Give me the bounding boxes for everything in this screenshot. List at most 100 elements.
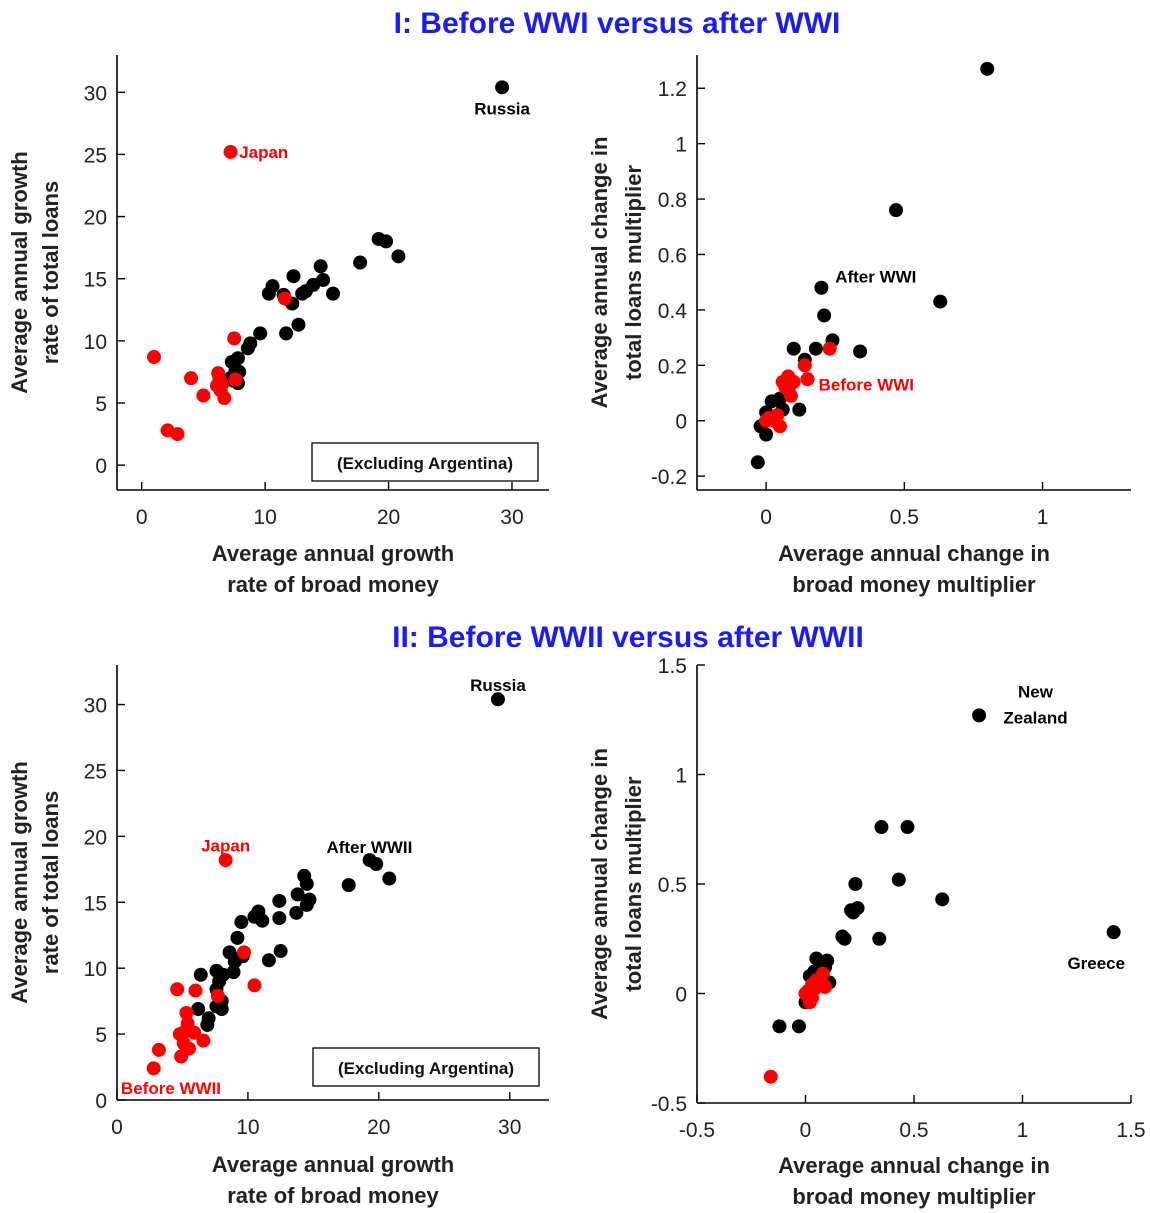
data-point-after	[286, 269, 301, 284]
data-point-before	[763, 1069, 778, 1084]
y-tick-label: 1	[675, 765, 687, 788]
y-tick-label: 30	[84, 82, 107, 105]
data-point-before	[802, 995, 817, 1010]
x-axis-label: rate of broad money	[227, 1183, 439, 1208]
data-point-after	[792, 402, 807, 417]
data-point-after	[279, 326, 294, 341]
y-tick-label: 0	[675, 984, 687, 1007]
data-point-after	[817, 308, 832, 323]
note-box-text: (Excluding Argentina)	[338, 1059, 514, 1078]
y-tick-label: 30	[84, 695, 107, 718]
y-tick-label: -0.5	[651, 1093, 687, 1116]
data-point-after	[261, 953, 276, 968]
annotation-label: Japan	[239, 143, 288, 162]
annotation-label: New	[1018, 682, 1054, 701]
data-point-after	[872, 931, 887, 946]
y-tick-label: 0	[95, 455, 107, 478]
data-point-after	[980, 61, 995, 76]
y-tick-label: 0	[675, 411, 687, 434]
y-tick-label: 1.2	[658, 78, 687, 101]
note-box	[311, 442, 539, 482]
data-point-after	[226, 965, 241, 980]
data-point-after	[848, 877, 863, 891]
y-tick-label: 0.2	[658, 355, 687, 378]
x-tick-label: 1	[1017, 1119, 1029, 1142]
data-point-after	[313, 259, 328, 274]
data-point-after	[837, 931, 852, 946]
data-point-after	[490, 692, 505, 707]
data-point-before	[151, 1042, 166, 1057]
x-tick-label: 0	[800, 1119, 812, 1142]
data-point-before	[783, 388, 798, 403]
data-point-after	[230, 930, 245, 945]
y-tick-label: 0.4	[658, 300, 688, 323]
data-point-before	[179, 1006, 194, 1020]
annotation-label: Russia	[470, 676, 526, 695]
x-tick-label: 30	[500, 506, 523, 529]
data-point-after	[273, 944, 288, 959]
scatter-panel-wwi-growth: 0 10 20 30 0 5 10 15 20 25 30 Average annual growth…	[7, 55, 549, 597]
note-box	[312, 1047, 540, 1087]
data-point-after	[933, 294, 948, 309]
data-point-after	[299, 897, 314, 912]
data-point-after	[193, 967, 208, 982]
data-point-before	[775, 374, 790, 389]
x-tick-label: 1	[1037, 506, 1049, 529]
data-point-after	[214, 1002, 229, 1017]
section-title-2: II: Before WWII versus after WWII	[392, 621, 864, 654]
data-point-after	[379, 234, 394, 249]
data-point-before	[218, 853, 233, 868]
data-point-before	[174, 1049, 189, 1064]
y-axis-label: Average annual change in	[587, 748, 612, 1020]
data-point-after	[750, 455, 765, 470]
data-point-after	[247, 909, 262, 924]
scatter-panel-wwii-multiplier: -0.5 0 0.5 1 1.5 -0.5 0 0.5 1 1.5 Average annual c…	[587, 655, 1146, 1209]
x-axis-label: Average annual growth	[212, 541, 454, 566]
data-point-after	[272, 911, 287, 926]
data-point-after	[272, 893, 287, 908]
x-tick-label: -0.5	[679, 1119, 715, 1142]
data-point-before	[805, 977, 820, 992]
x-axis-label: broad money multiplier	[792, 572, 1036, 597]
data-point-after	[889, 203, 904, 218]
annotation-label: Before WWI	[819, 376, 914, 395]
y-tick-label: 0.6	[658, 244, 687, 267]
data-point-after	[289, 905, 304, 920]
data-point-after	[261, 286, 276, 301]
section-title-1: I: Before WWI versus after WWI	[394, 7, 841, 40]
data-point-after	[1106, 925, 1121, 940]
x-axis-label: Average annual change in	[778, 1153, 1050, 1178]
data-point-after	[290, 887, 305, 902]
data-point-before	[184, 371, 199, 386]
y-axis-label: total loans multiplier	[621, 776, 646, 992]
data-point-after	[295, 286, 310, 301]
y-axis-label: rate of total loans	[38, 791, 63, 974]
data-point-after	[200, 1017, 215, 1032]
data-point-after	[191, 1002, 206, 1017]
data-point-before	[797, 358, 812, 373]
data-point-after	[495, 80, 510, 95]
data-point-before	[210, 988, 225, 1003]
y-tick-label: 10	[84, 958, 107, 981]
y-axis-label: total loans multiplier	[621, 164, 646, 380]
y-tick-label: 0.8	[658, 189, 687, 212]
data-point-after	[972, 708, 987, 723]
data-point-after	[326, 286, 340, 301]
data-point-before	[227, 331, 242, 346]
data-point-before	[196, 388, 211, 403]
scatter-panel-wwii-growth: 0 10 20 30 0 5 10 15 20 25 30 Average annual growth…	[7, 665, 549, 1208]
x-axis-label: rate of broad money	[227, 572, 439, 597]
annotation-label: After WWII	[326, 838, 412, 857]
note-box-text: (Excluding Argentina)	[337, 454, 513, 473]
x-tick-label: 0	[760, 506, 772, 529]
data-point-before	[209, 378, 224, 393]
data-point-after	[786, 341, 801, 356]
data-point-before	[822, 341, 837, 356]
y-tick-label: 0	[95, 1090, 107, 1113]
data-point-before	[247, 978, 262, 993]
data-point-after	[891, 872, 906, 887]
data-point-after	[814, 280, 829, 295]
data-point-after	[291, 317, 306, 332]
data-point-after	[935, 892, 950, 907]
data-point-before	[223, 144, 238, 159]
